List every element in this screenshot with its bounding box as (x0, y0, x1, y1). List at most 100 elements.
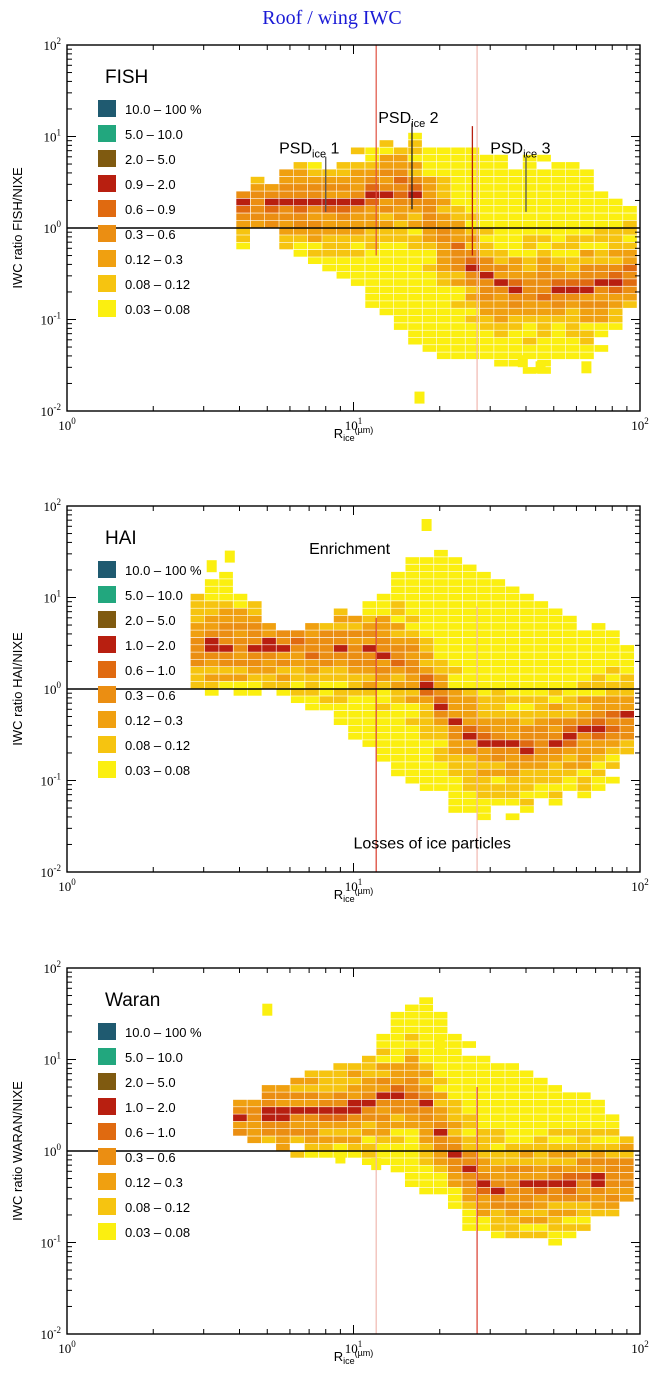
heatmap-cell (333, 630, 348, 638)
heatmap-cell (319, 703, 334, 711)
heatmap-cell (348, 645, 362, 652)
heatmap-cell (448, 747, 463, 755)
heatmap-cell (262, 652, 276, 660)
heatmap-cell (577, 747, 592, 755)
heatmap-cell (304, 1107, 319, 1114)
heatmap-cell (479, 242, 494, 250)
heatmap-cell (563, 674, 577, 682)
heatmap-cell (591, 674, 606, 682)
heatmap-cell (436, 323, 451, 330)
heatmap-cell (462, 762, 477, 769)
heatmap-cell (491, 1114, 505, 1122)
heatmap-cell (434, 784, 448, 791)
heatmap-cell (591, 1173, 605, 1180)
heatmap-cell (348, 652, 362, 660)
heatmap-cell (347, 1114, 362, 1122)
heatmap-cell (250, 206, 265, 213)
heatmap-cell (479, 352, 494, 360)
heatmap-cell (348, 711, 362, 718)
heatmap-cell (419, 1019, 433, 1026)
heatmap-cell (477, 747, 491, 755)
heatmap-cell (448, 1107, 462, 1114)
heatmap-cell (322, 198, 336, 206)
heatmap-cell (548, 1180, 562, 1187)
heatmap-cell (477, 681, 491, 689)
heatmap-cell (565, 162, 580, 169)
heatmap-cell (434, 630, 448, 638)
heatmap-cell (347, 1151, 362, 1158)
heatmap-cell (393, 184, 408, 191)
legend-label: 0.6 – 1.0 (125, 1125, 176, 1140)
heatmap-cell (419, 645, 434, 652)
heatmap-cell (565, 337, 580, 345)
heatmap-cell (290, 674, 305, 682)
heatmap-cell (293, 191, 308, 199)
legend-label: 0.03 – 0.08 (125, 1225, 190, 1240)
y-tick-label: 10-1 (41, 772, 62, 789)
heatmap-cell (477, 791, 491, 799)
heatmap-cell (376, 718, 391, 725)
heatmap-cell (522, 286, 537, 294)
heatmap-cell (434, 571, 448, 579)
heatmap-cell (279, 169, 293, 177)
heatmap-cell (537, 330, 551, 338)
heatmap-cell (620, 645, 634, 652)
heatmap-cell (548, 725, 563, 733)
heatmap-cell (233, 637, 248, 645)
heatmap-cell (608, 220, 623, 228)
heatmap-cell (448, 696, 463, 703)
heatmap-cell (537, 315, 551, 323)
heatmap-cell (451, 286, 465, 294)
heatmap-cell (448, 1055, 462, 1063)
heatmap-cell (505, 1158, 519, 1165)
heatmap-cell (419, 732, 434, 740)
heatmap-cell (376, 1129, 391, 1136)
heatmap-cell (434, 732, 448, 740)
heatmap-cell (365, 293, 379, 301)
heatmap-cell (522, 169, 537, 177)
heatmap-cell (390, 1158, 405, 1165)
heatmap-cell (551, 257, 566, 264)
heatmap-cell (279, 191, 293, 199)
heatmap-cell (393, 147, 408, 155)
heatmap-cell (279, 220, 293, 228)
heatmap-cell (293, 250, 308, 257)
heatmap-cell (233, 645, 248, 652)
heatmap-cell (422, 308, 437, 316)
heatmap-cell (479, 323, 494, 330)
heatmap-cell (390, 1136, 405, 1144)
heatmap-cell (605, 1202, 620, 1209)
heatmap-cell (479, 264, 494, 272)
heatmap-cell (419, 711, 434, 718)
heatmap-cell (591, 776, 606, 784)
heatmap-cell (419, 740, 434, 747)
heatmap-cell (190, 652, 205, 660)
heatmap-cell (405, 1011, 419, 1019)
heatmap-cell (477, 689, 491, 696)
heatmap-cell (577, 725, 592, 733)
heatmap-cell (519, 1224, 534, 1231)
heatmap-cell (476, 1180, 491, 1187)
heatmap-cell (623, 213, 637, 221)
heatmap-cell (422, 184, 437, 191)
heatmap-cell (591, 1165, 605, 1173)
heatmap-cell (476, 1070, 491, 1078)
heatmap-cell (436, 220, 451, 228)
heatmap-cell (491, 601, 506, 608)
heatmap-cell (219, 586, 233, 594)
heatmap-cell (405, 696, 420, 703)
heatmap-cell (479, 250, 494, 257)
legend-label: 5.0 – 10.0 (125, 588, 183, 603)
legend-label: 0.08 – 0.12 (125, 1200, 190, 1215)
heatmap-cell (620, 696, 634, 703)
heatmap-cell (233, 1129, 247, 1136)
heatmap-cell (577, 791, 592, 799)
heatmap-cell (448, 1099, 462, 1107)
heatmap-cell (434, 754, 448, 762)
heatmap-cell (379, 191, 394, 199)
heatmap-cell (247, 681, 262, 689)
heatmap-cell (419, 1136, 433, 1144)
x-tick-label: 102 (631, 1339, 649, 1356)
heatmap-cell (247, 623, 262, 630)
heatmap-cell (448, 615, 463, 623)
